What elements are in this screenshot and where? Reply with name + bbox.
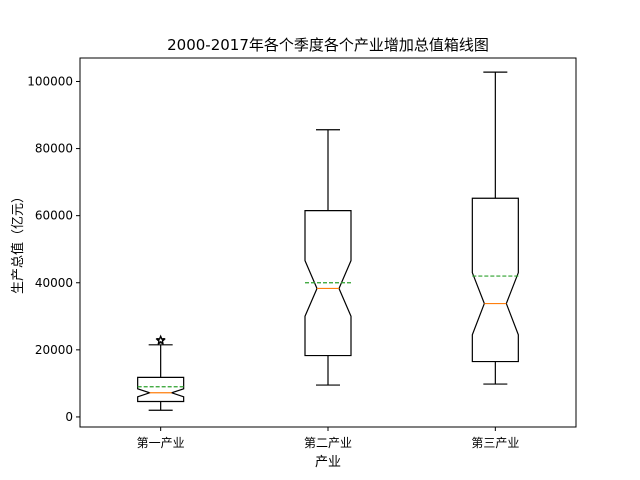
box-group xyxy=(137,71,519,411)
outlier-point xyxy=(155,334,166,345)
y-tick-label: 0 xyxy=(65,410,73,424)
y-tick-label: 80000 xyxy=(35,142,73,156)
x-tick-label: 第三产业 xyxy=(471,436,519,450)
x-tick-label: 第二产业 xyxy=(304,436,352,450)
box-notched xyxy=(137,376,185,403)
y-tick-label: 40000 xyxy=(35,276,73,290)
x-tick-label: 第一产业 xyxy=(137,436,185,450)
x-axis: 第一产业 第二产业 第三产业 xyxy=(137,427,519,450)
y-tick-label: 20000 xyxy=(35,343,73,357)
chart-title: 2000-2017年各个季度各个产业增加总值箱线图 xyxy=(167,36,489,54)
box-notched xyxy=(304,210,352,357)
y-axis: 0 20000 40000 60000 80000 100000 xyxy=(27,74,80,424)
y-tick-label: 60000 xyxy=(35,209,73,223)
box-notched xyxy=(471,197,519,363)
y-axis-label: 生产总值（亿元） xyxy=(10,190,26,294)
x-axis-label: 产业 xyxy=(315,455,341,470)
y-tick-label: 100000 xyxy=(27,74,73,88)
